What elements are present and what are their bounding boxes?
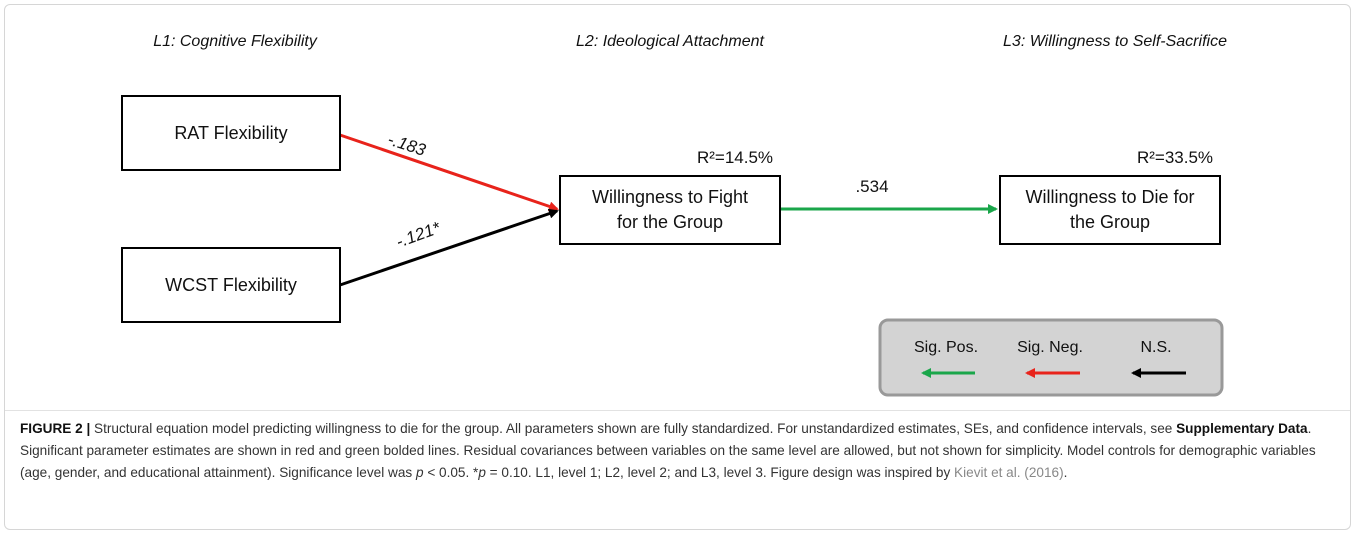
caption-italic: p bbox=[415, 465, 424, 480]
edge-label: -.183 bbox=[385, 130, 428, 160]
edge-label: -.121* bbox=[394, 218, 444, 252]
legend-label: Sig. Pos. bbox=[914, 339, 978, 356]
edge-arrow bbox=[339, 133, 559, 212]
node-box bbox=[559, 175, 781, 245]
caption-text: . Significant parameter estimates are sh… bbox=[20, 421, 1316, 480]
node-box bbox=[121, 247, 341, 323]
separator bbox=[5, 410, 1350, 411]
caption-text: < 0.05. * bbox=[423, 465, 479, 480]
level-label: L1: Cognitive Flexibility bbox=[153, 33, 318, 50]
node-box bbox=[121, 95, 341, 171]
edge-arrow bbox=[339, 208, 559, 287]
node-box bbox=[999, 175, 1221, 245]
level-label: L3: Willingness to Self-Sacrifice bbox=[1003, 33, 1227, 50]
caption-text: Structural equation model predicting wil… bbox=[90, 421, 1177, 436]
legend-label: N.S. bbox=[1140, 339, 1171, 356]
caption-italic: p bbox=[478, 465, 486, 480]
diagram: L1: Cognitive Flexibility L2: Ideologica… bbox=[121, 33, 1227, 397]
citation-link[interactable]: Kievit et al. (2016) bbox=[954, 465, 1064, 480]
node-label: Willingness to Fight bbox=[592, 187, 748, 207]
node-label: for the Group bbox=[617, 212, 723, 232]
node-label: Willingness to Die for bbox=[1025, 187, 1194, 207]
node-label: the Group bbox=[1070, 212, 1150, 232]
legend-box bbox=[878, 318, 1224, 397]
figure-frame bbox=[4, 4, 1351, 530]
node-label: WCST Flexibility bbox=[165, 275, 297, 295]
node-label: RAT Flexibility bbox=[174, 123, 287, 143]
caption-text: . bbox=[1063, 465, 1068, 480]
r-squared: R²=33.5% bbox=[1137, 148, 1213, 167]
edge-label: .534 bbox=[855, 177, 888, 196]
legend-label: Sig. Neg. bbox=[1017, 339, 1083, 356]
caption-bold: Supplementary Data bbox=[1176, 421, 1308, 436]
caption-label: FIGURE 2 | bbox=[20, 421, 91, 436]
level-label: L2: Ideological Attachment bbox=[576, 33, 765, 50]
caption-text: = 0.10. L1, level 1; L2, level 2; and L3… bbox=[485, 465, 955, 480]
figure-caption: FIGURE 2 | Structural equation model pre… bbox=[20, 418, 1340, 484]
r-squared: R²=14.5% bbox=[697, 148, 773, 167]
